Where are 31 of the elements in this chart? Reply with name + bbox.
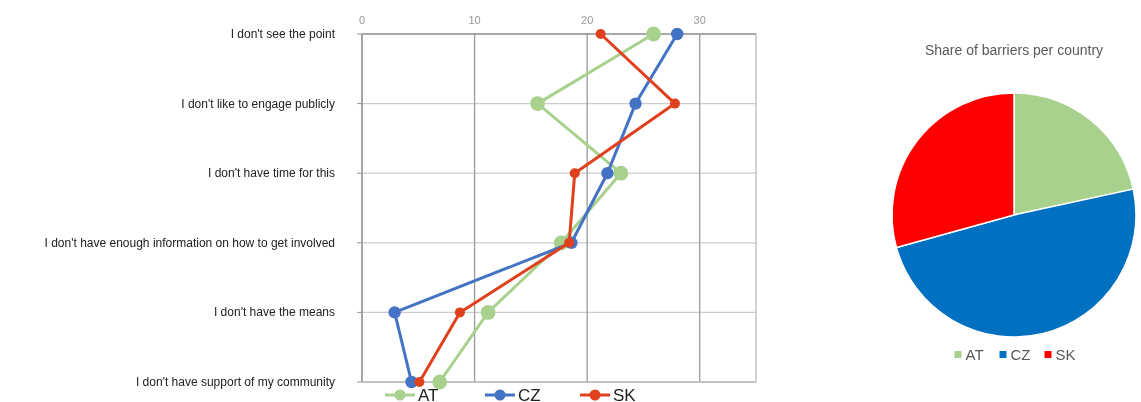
point [646,26,661,42]
point [454,307,465,318]
point [432,374,448,390]
x-tick-label: 0 [358,14,366,26]
point [595,29,606,39]
y-tick-label: I don't like to engage publicly [181,96,335,111]
chart-title: Share of barriers per country [924,42,1104,58]
legend-label: AT [965,346,984,363]
x-tick-label: 30 [693,14,706,26]
y-tick-label: I don't have time for this [207,166,335,181]
point [569,168,580,179]
legend-label: CZ [518,386,541,402]
point [613,165,629,181]
point [530,96,546,111]
legend-label: AT [418,386,439,402]
y-tick-label: I don't have the means [213,305,335,320]
legend-label: SK [613,386,637,402]
point [388,306,401,319]
point [629,97,642,110]
x-tick-label: 20 [581,14,594,26]
legend-label: SK [1055,346,1076,363]
y-tick-label: I don't have support of my community [135,375,335,389]
point [480,305,496,320]
point [671,27,684,41]
y-tick-label: I don't have enough information on how to get involved [44,235,335,250]
point [601,167,614,180]
legend-label: CZ [1010,346,1031,363]
y-tick-label: I don't see the point [230,27,336,41]
x-tick-label: 10 [468,14,481,26]
point [669,98,680,109]
point [414,377,425,387]
